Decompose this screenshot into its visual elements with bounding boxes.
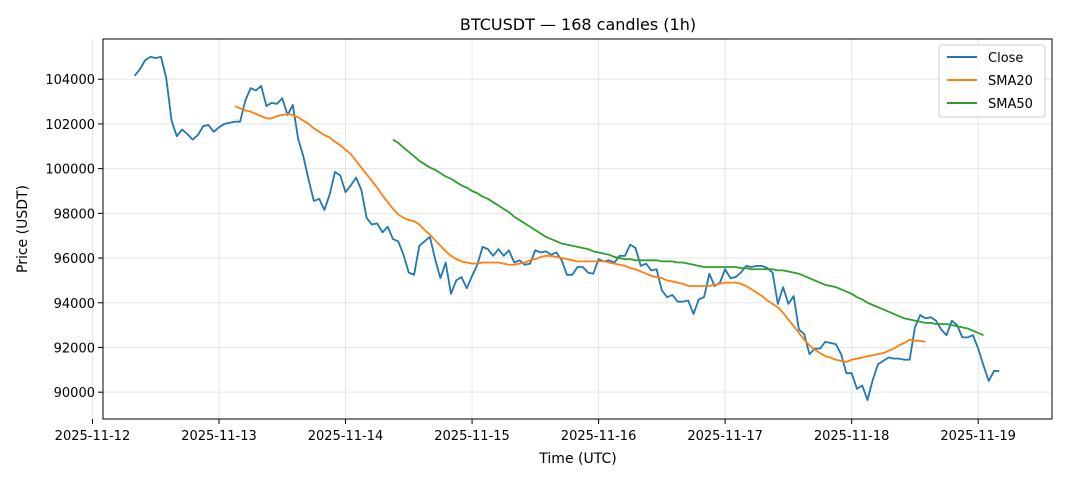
x-tick-label: 2025-11-14: [308, 429, 384, 444]
chart-title: BTCUSDT — 168 candles (1h): [460, 15, 696, 34]
legend-label-sma20: SMA20: [988, 74, 1033, 89]
x-axis-label: Time (UTC): [538, 451, 616, 467]
x-axis-ticks: 2025-11-12 2025-11-13 2025-11-14 2025-11-15…: [55, 419, 1016, 444]
x-tick-label: 2025-11-17: [687, 429, 763, 444]
y-tick-label: 102000: [45, 118, 95, 133]
legend-label-close: Close: [988, 51, 1023, 66]
y-tick-label: 104000: [45, 73, 95, 88]
y-tick-label: 96000: [54, 252, 95, 267]
grid: [91, 39, 1052, 419]
series-line-close: [133, 55, 1000, 401]
y-axis-ticks: 90000 92000 94000 96000 98000 100000 102000 104…: [45, 73, 103, 401]
x-tick-label: 2025-11-15: [434, 429, 510, 444]
legend-box: [938, 44, 1046, 118]
plot-frame: [102, 38, 1053, 420]
x-tick-label: 2025-11-18: [814, 429, 890, 444]
x-tick-label: 2025-11-13: [181, 429, 257, 444]
y-tick-label: 90000: [54, 386, 95, 401]
y-tick-label: 94000: [54, 297, 95, 312]
y-axis-label: Price (USDT): [15, 185, 31, 273]
legend: Close SMA20 SMA50: [938, 44, 1046, 118]
y-tick-label: 92000: [54, 341, 95, 356]
y-tick-label: 100000: [45, 163, 95, 178]
x-tick-label: 2025-11-12: [55, 429, 131, 444]
x-tick-label: 2025-11-16: [561, 429, 637, 444]
legend-label-sma50: SMA50: [988, 97, 1033, 112]
series-line-sma50: [392, 138, 984, 337]
x-tick-label: 2025-11-19: [940, 429, 1016, 444]
series-line-sma20: [234, 105, 926, 363]
series-group: [133, 55, 1000, 401]
y-tick-label: 98000: [54, 207, 95, 222]
